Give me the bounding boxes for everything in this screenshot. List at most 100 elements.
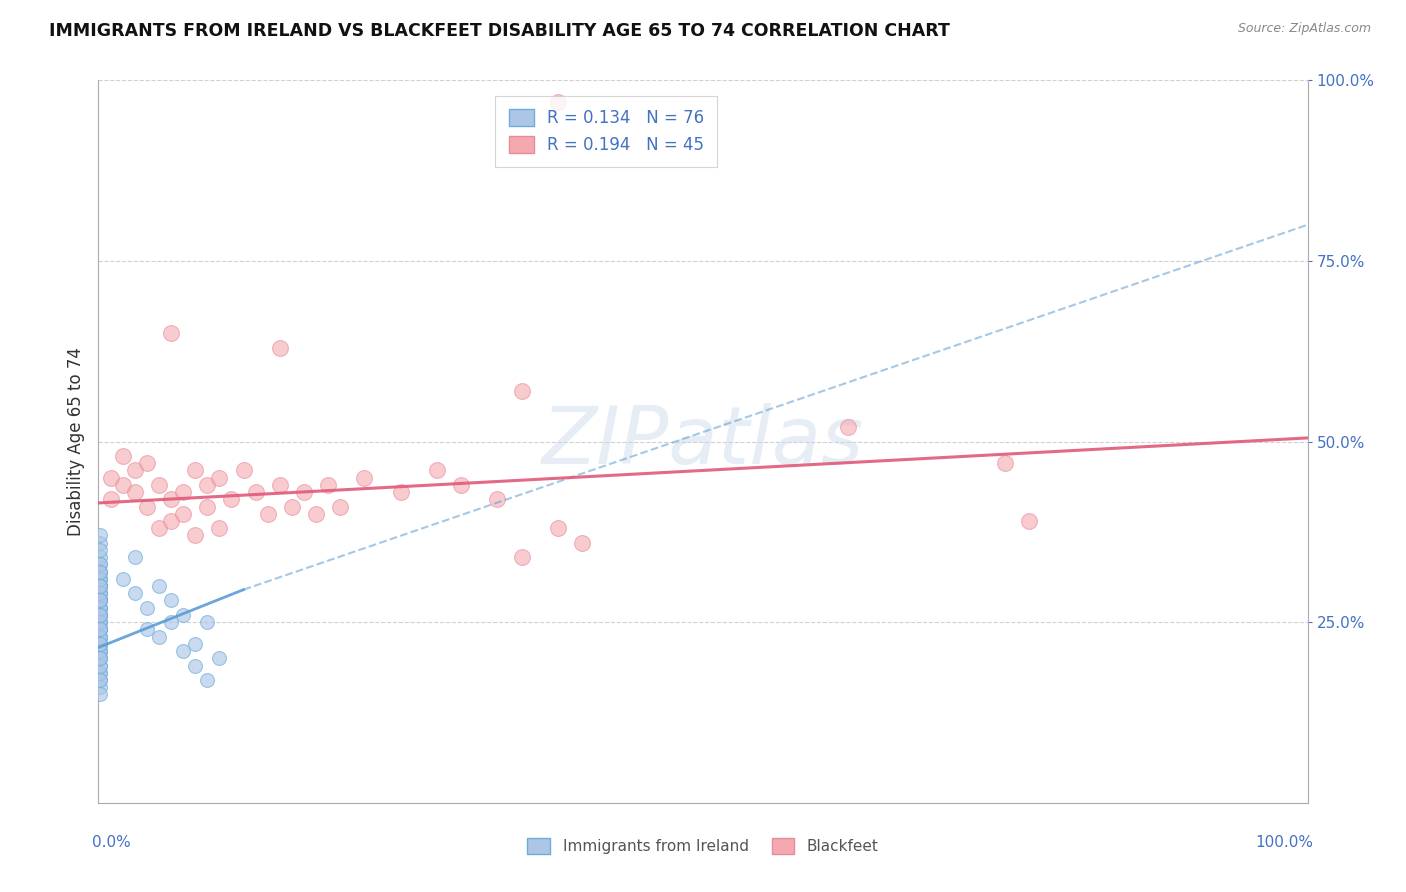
Point: [124, 485, 146, 500]
Text: 100.0%: 100.0%: [1256, 835, 1313, 850]
Point: [89, 579, 111, 593]
Point: [89, 607, 111, 622]
Point: [89, 600, 111, 615]
Point: [89, 687, 111, 701]
Point: [281, 500, 304, 514]
Point: [89, 593, 111, 607]
Point: [148, 630, 170, 644]
Text: IMMIGRANTS FROM IRELAND VS BLACKFEET DISABILITY AGE 65 TO 74 CORRELATION CHART: IMMIGRANTS FROM IRELAND VS BLACKFEET DIS…: [49, 22, 950, 40]
Point: [221, 492, 243, 507]
Point: [124, 463, 146, 477]
Point: [135, 456, 157, 470]
Point: [89, 615, 111, 630]
Point: [89, 542, 111, 557]
Point: [426, 463, 449, 477]
Point: [111, 572, 134, 586]
Point: [160, 492, 183, 507]
Point: [89, 651, 111, 665]
Point: [111, 478, 134, 492]
Point: [208, 651, 231, 665]
Point: [89, 665, 111, 680]
Point: [100, 470, 122, 484]
Point: [184, 528, 207, 542]
Point: [124, 550, 146, 565]
Point: [389, 485, 412, 500]
Point: [184, 463, 207, 477]
Point: [571, 535, 593, 549]
Point: [89, 593, 111, 607]
Point: [89, 644, 111, 658]
Text: Source: ZipAtlas.com: Source: ZipAtlas.com: [1237, 22, 1371, 36]
Point: [89, 658, 111, 673]
Point: [256, 507, 278, 521]
Point: [160, 326, 183, 340]
Point: [89, 579, 111, 593]
Point: [89, 673, 111, 687]
Point: [89, 630, 111, 644]
Point: [148, 521, 170, 535]
Point: [89, 623, 111, 637]
Point: [89, 535, 111, 549]
Point: [486, 492, 509, 507]
Point: [89, 528, 111, 542]
Point: [269, 478, 291, 492]
Legend: Immigrants from Ireland, Blackfeet: Immigrants from Ireland, Blackfeet: [522, 832, 884, 860]
Point: [135, 623, 157, 637]
Point: [89, 630, 111, 644]
Point: [89, 593, 111, 607]
Point: [89, 600, 111, 615]
Point: [89, 600, 111, 615]
Point: [89, 658, 111, 673]
Point: [89, 665, 111, 680]
Point: [195, 615, 218, 630]
Point: [89, 593, 111, 607]
Y-axis label: Disability Age 65 to 74: Disability Age 65 to 74: [66, 347, 84, 536]
Point: [172, 507, 194, 521]
Point: [89, 572, 111, 586]
Point: [89, 579, 111, 593]
Point: [89, 593, 111, 607]
Point: [135, 600, 157, 615]
Point: [89, 644, 111, 658]
Point: [135, 500, 157, 514]
Point: [232, 463, 254, 477]
Point: [100, 492, 122, 507]
Point: [89, 565, 111, 579]
Point: [89, 637, 111, 651]
Point: [89, 558, 111, 572]
Point: [89, 550, 111, 565]
Point: [89, 565, 111, 579]
Point: [148, 579, 170, 593]
Point: [547, 95, 569, 109]
Point: [305, 507, 328, 521]
Text: ZIPatlas: ZIPatlas: [541, 402, 865, 481]
Point: [1018, 514, 1040, 528]
Point: [89, 644, 111, 658]
Point: [89, 637, 111, 651]
Point: [172, 607, 194, 622]
Point: [89, 637, 111, 651]
Point: [195, 500, 218, 514]
Point: [994, 456, 1017, 470]
Point: [89, 623, 111, 637]
Point: [195, 478, 218, 492]
Point: [172, 644, 194, 658]
Point: [89, 572, 111, 586]
Point: [208, 470, 231, 484]
Point: [89, 558, 111, 572]
Point: [837, 420, 859, 434]
Point: [195, 673, 218, 687]
Point: [89, 607, 111, 622]
Point: [89, 586, 111, 600]
Point: [89, 607, 111, 622]
Point: [89, 586, 111, 600]
Point: [510, 384, 533, 398]
Point: [89, 651, 111, 665]
Point: [547, 521, 569, 535]
Point: [124, 586, 146, 600]
Point: [89, 579, 111, 593]
Point: [160, 615, 183, 630]
Point: [329, 500, 352, 514]
Point: [172, 485, 194, 500]
Point: [184, 637, 207, 651]
